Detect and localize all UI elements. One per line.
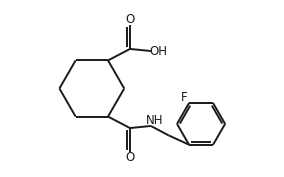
Text: O: O: [125, 13, 135, 26]
Text: OH: OH: [150, 45, 168, 58]
Text: NH: NH: [146, 114, 163, 127]
Text: F: F: [181, 91, 188, 104]
Text: O: O: [125, 151, 135, 164]
